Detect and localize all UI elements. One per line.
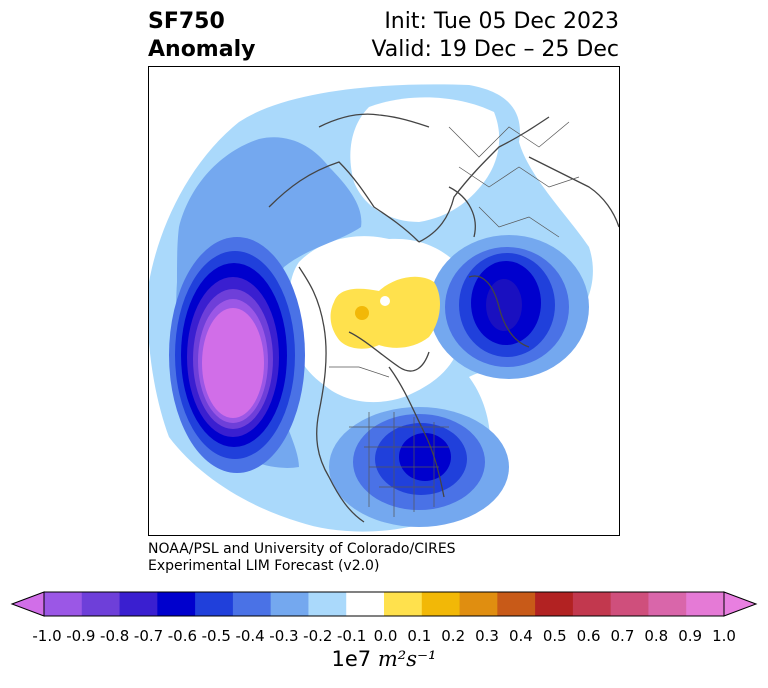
colorbar-cell <box>308 592 347 616</box>
colorbar-tick-label: 0.5 <box>542 627 567 645</box>
colorbar-tick-label: -0.9 <box>66 627 96 645</box>
colorbar-tick-label: -0.7 <box>133 627 164 645</box>
colorbar-tick-label: -0.8 <box>100 627 130 645</box>
colorbar-tick-label: -0.6 <box>167 627 198 645</box>
europe-anomaly-0.6 <box>486 279 522 331</box>
colorbar-tick-label: 0.2 <box>441 627 466 645</box>
colorbar-cell <box>119 592 158 616</box>
unit-prefix: 1e7 <box>331 647 372 671</box>
title-variable: SF750 <box>148 9 225 34</box>
colorbar-cell <box>497 592 536 616</box>
neutral-region-north <box>350 97 500 222</box>
colorbar-tick-label: -1.0 <box>32 627 62 645</box>
colorbar-cell <box>157 592 196 616</box>
colorbar-tick-label: -0.3 <box>269 627 299 645</box>
colorbar-cell <box>421 592 461 616</box>
colorbar-tick-label: 0.7 <box>610 627 635 645</box>
title-type: Anomaly <box>148 37 256 62</box>
unit-expression: m²s⁻¹ <box>377 647 437 671</box>
colorbar-tick-label: 0.6 <box>576 627 601 645</box>
colorbar-cell <box>459 592 498 616</box>
colorbar-frame <box>43 591 725 617</box>
init-date: Init: Tue 05 Dec 2023 <box>384 9 619 34</box>
colorbar-cell <box>195 592 234 616</box>
arctic-positive-anomaly <box>330 276 441 349</box>
colorbar-cell <box>346 592 385 616</box>
credit-line-1: NOAA/PSL and University of Colorado/CIRE… <box>148 541 456 557</box>
colorbar-cell <box>686 592 725 616</box>
colorbar-cell <box>572 592 612 616</box>
colorbar-cells <box>44 592 725 616</box>
map-title: SF750 Anomaly <box>148 8 255 64</box>
colorbar-tick-label: -0.5 <box>201 627 231 645</box>
colorbar-unit-label: 1e7 m²s⁻¹ <box>0 647 768 671</box>
colorbar-cell <box>648 592 687 616</box>
valid-range: Valid: 19 Dec – 25 Dec <box>371 37 619 62</box>
colorbar-cell <box>535 592 574 616</box>
colorbar-cell <box>44 592 83 616</box>
colorbar-tick-label: -0.1 <box>337 627 367 645</box>
colorbar-tick-label: -0.4 <box>235 627 265 645</box>
colorbar-tick-label: 1.0 <box>712 627 736 645</box>
colorbar-tick-label: 0.4 <box>508 627 533 645</box>
colorbar-cell <box>81 592 121 616</box>
map-panel <box>148 66 620 536</box>
arctic-neutral-spot <box>380 296 390 306</box>
colorbar-tick-label: 0.8 <box>644 627 669 645</box>
colorbar-cell <box>232 592 272 616</box>
colorbar-tick-label: 0.3 <box>475 627 499 645</box>
us-anomaly-0.5 <box>399 433 451 481</box>
colorbar-cell <box>610 592 649 616</box>
colorbar-under-arrow <box>10 591 45 617</box>
pacific-anomaly-0.9 <box>202 308 264 418</box>
coastlines <box>268 113 619 523</box>
colorbar-tick-label: -0.2 <box>303 627 333 645</box>
colorbar-cell <box>270 592 309 616</box>
anomaly-map <box>149 84 619 532</box>
colorbar-ticks: -1.0 -0.9 -0.8 -0.7 -0.6 -0.5 -0.4 -0.3 -0.2 -0.1… <box>0 627 768 647</box>
colorbar-tick-label: 0.0 <box>373 627 398 645</box>
country-borders <box>329 121 580 517</box>
colorbar-over-arrow <box>723 591 758 617</box>
credit-line-2: Experimental LIM Forecast (v2.0) <box>148 558 380 574</box>
arctic-positive-peak-0.2 <box>355 306 369 320</box>
colorbar-cell <box>384 592 423 616</box>
colorbar <box>10 591 758 617</box>
colorbar-tick-label: 0.1 <box>407 627 432 645</box>
colorbar-tick-label: 0.9 <box>678 627 703 645</box>
credit-text: NOAA/PSL and University of Colorado/CIRE… <box>148 541 456 575</box>
date-info: Init: Tue 05 Dec 2023 Valid: 19 Dec – 25… <box>371 8 619 64</box>
